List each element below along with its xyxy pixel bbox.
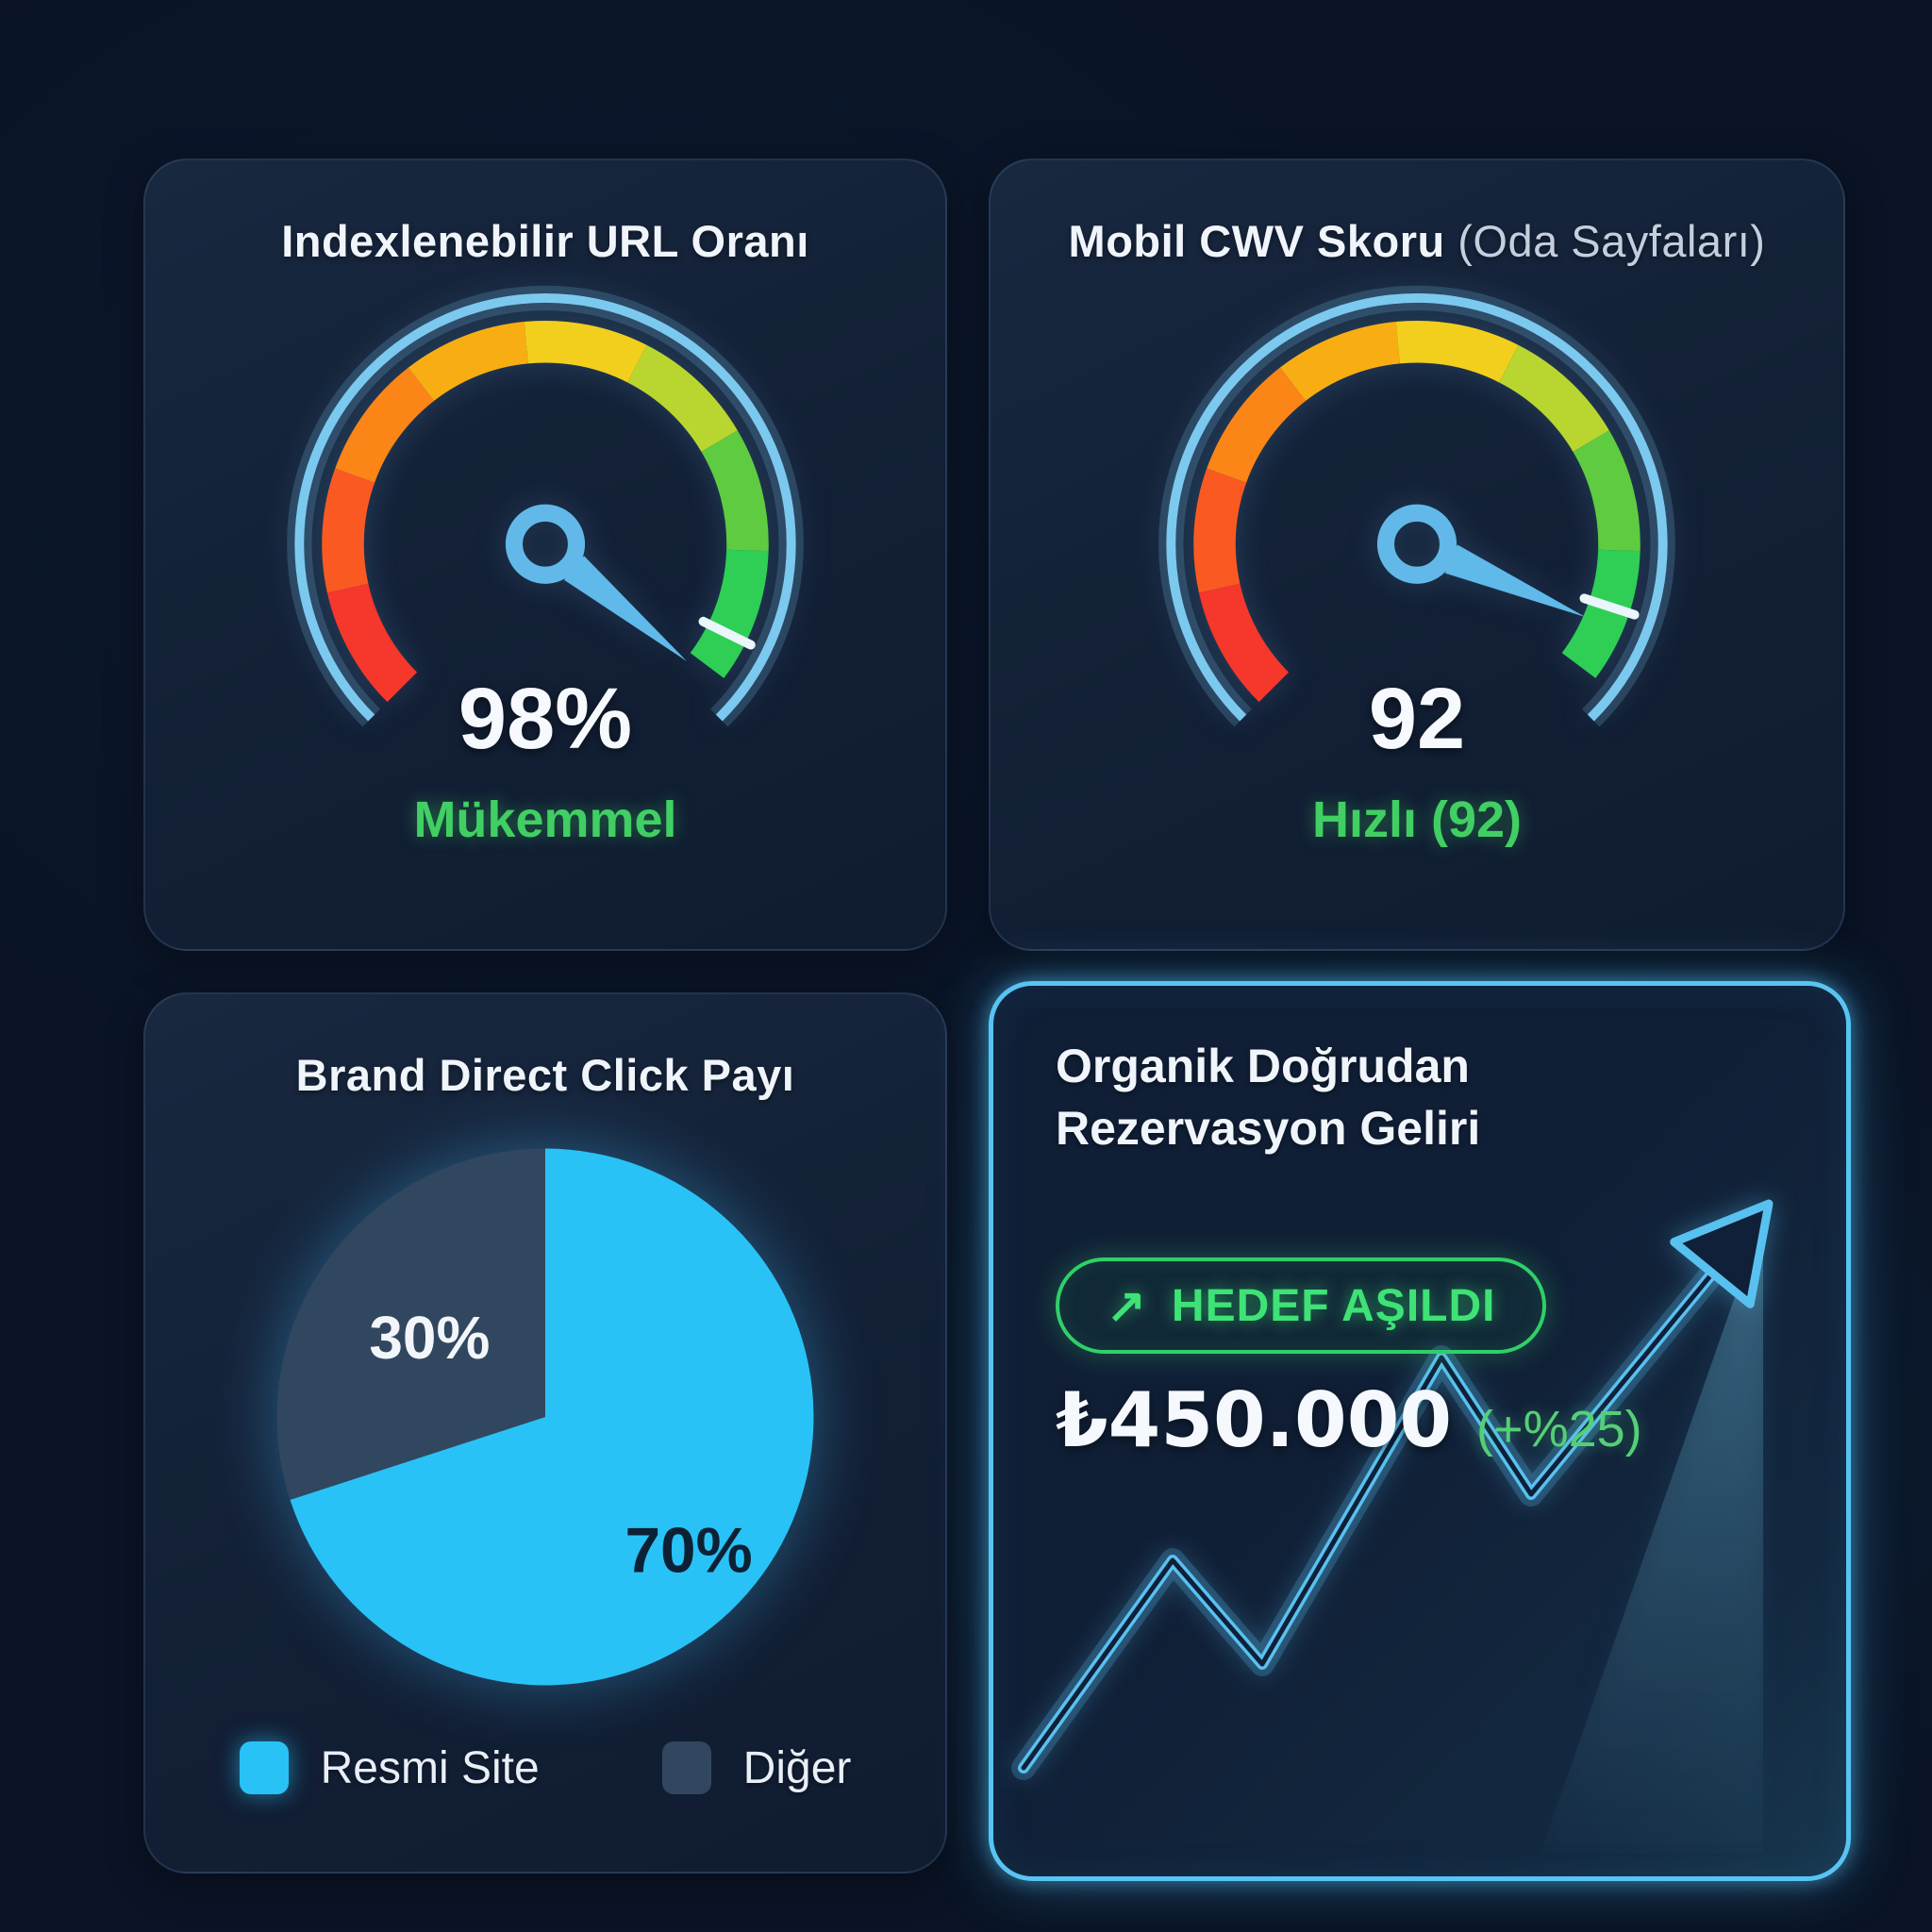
- gauge-color-arc: [322, 321, 769, 703]
- legend-label-resmi-site: Resmi Site: [320, 1742, 540, 1793]
- revenue-value-row: ₺450.000 (+%25): [1056, 1376, 1642, 1464]
- pie-label-other: 30%: [369, 1304, 490, 1372]
- trend-highlight-wedge: [1541, 1216, 1763, 1853]
- card-organic-revenue: Organik Doğrudan Rezervasyon Geliri ↗ HE…: [989, 981, 1851, 1881]
- badge-label: HEDEF AŞILDI: [1171, 1280, 1496, 1331]
- pie-legend: Resmi Site Diğer: [145, 1741, 945, 1794]
- brand-pie-chart: 30% 70%: [276, 1148, 814, 1686]
- legend-swatch-resmi-site: [239, 1741, 289, 1794]
- pie-slice-resmi-site: [290, 1148, 814, 1686]
- target-exceeded-badge: ↗ HEDEF AŞILDI: [1056, 1257, 1547, 1354]
- gauge-outer-ring: [1166, 293, 1668, 722]
- trend-arrowhead: [1670, 1199, 1774, 1308]
- indexable-card-title: Indexlenebilir URL Oranı: [281, 216, 809, 266]
- indexable-gauge: [287, 285, 804, 727]
- gauge-needle: [563, 556, 687, 661]
- revenue-title-line1: Organik Doğrudan: [1056, 1040, 1470, 1092]
- brand-card-title: Brand Direct Click Payı: [295, 1050, 795, 1100]
- legend-label-diger: Diğer: [742, 1742, 852, 1793]
- gauge-needle-hub: [1376, 504, 1457, 584]
- gauge-color-arc: [1193, 321, 1641, 703]
- gauge-needle: [1444, 544, 1586, 618]
- legend-swatch-diger: [661, 1741, 711, 1794]
- cwv-gauge-value: 92: [1368, 671, 1466, 767]
- cwv-gauge-status: Hızlı (92): [1311, 791, 1523, 848]
- cwv-title-main: Mobil CWV Skoru: [1068, 216, 1445, 266]
- legend-item-diger: Diğer: [661, 1741, 852, 1794]
- card-brand-click: Brand Direct Click Payı 30% 70% Resmi Si…: [143, 992, 947, 1874]
- trend-line-inner: [1021, 1271, 1715, 1771]
- gauge-needle-hub: [505, 504, 586, 584]
- pie-label-main: 70%: [625, 1515, 752, 1586]
- indexable-gauge-status: Mükemmel: [413, 791, 677, 848]
- gauge-value-tick: [1579, 593, 1640, 620]
- indexable-gauge-value: 98%: [458, 671, 633, 767]
- pie-slice-diger: [276, 1148, 545, 1500]
- cwv-title-note: (Oda Sayfaları): [1444, 216, 1766, 266]
- trend-up-icon: ↗: [1107, 1279, 1147, 1332]
- cwv-card-title: Mobil CWV Skoru (Oda Sayfaları): [991, 215, 1843, 267]
- revenue-delta: (+%25): [1476, 1401, 1642, 1457]
- cwv-gauge: [1158, 285, 1675, 727]
- revenue-trend-chart: [1011, 1199, 1774, 1853]
- card-indexable-url: Indexlenebilir URL Oranı 98% Mükemmel: [143, 158, 947, 951]
- gauge-value-tick: [698, 616, 756, 650]
- revenue-title-line2: Rezervasyon Geliri: [1056, 1102, 1481, 1155]
- revenue-value: ₺450.000: [1056, 1376, 1453, 1464]
- card-mobile-cwv: Mobil CWV Skoru (Oda Sayfaları) 92 Hızlı…: [989, 158, 1845, 951]
- legend-item-resmi-site: Resmi Site: [239, 1741, 540, 1794]
- gauge-outer-ring: [294, 293, 796, 722]
